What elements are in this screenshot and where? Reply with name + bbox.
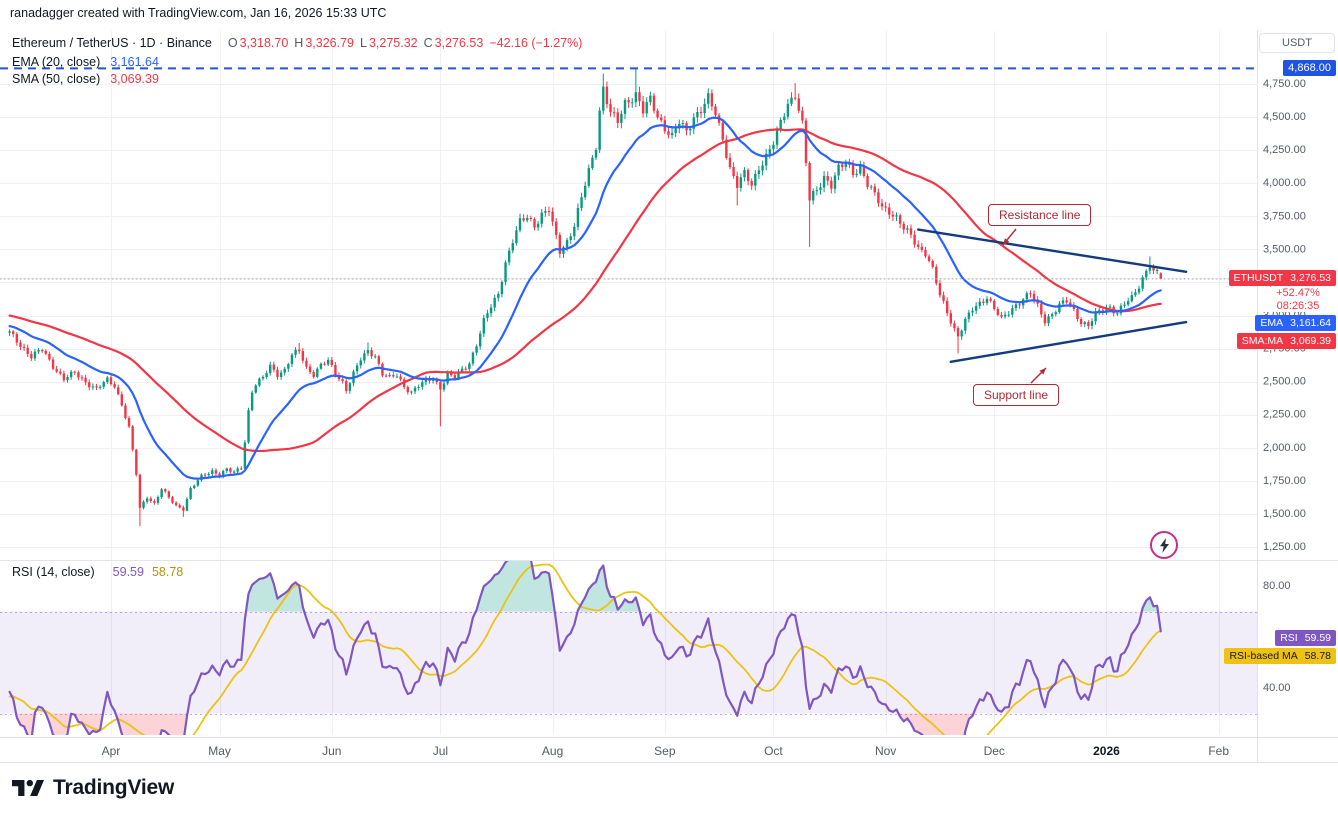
sma-axis-label[interactable]: SMA:MA 3,069.39 [1236, 333, 1336, 349]
rsi-ma-axis-value: 58.78 [1304, 650, 1331, 662]
sma-value: 3,069.39 [110, 72, 159, 86]
symbol-legend[interactable]: Ethereum / TetherUS · 1D · Binance O 3,318… [12, 36, 582, 50]
sma-axis-value: 3,069.39 [1290, 335, 1331, 347]
ema-axis-name: EMA [1260, 317, 1284, 329]
low-label: L [359, 36, 367, 50]
last-price-label[interactable]: ETHUSDT 3,276.53 [1228, 270, 1336, 286]
close-label: C [423, 36, 433, 50]
symbol-title: Ethereum / TetherUS · 1D · Binance [12, 36, 212, 50]
ema-legend[interactable]: EMA (20, close) 3,161.64 [12, 55, 159, 69]
ema-value: 3,161.64 [110, 55, 159, 69]
open-label: O [227, 36, 238, 50]
rsi-ma-axis-name: RSI-based MA [1229, 650, 1298, 662]
last-price-value: 3,276.53 [1290, 272, 1331, 284]
rsi-legend[interactable]: RSI (14, close) 59.59 58.78 [12, 565, 183, 579]
ath-price-label[interactable]: 4,868.00 [1283, 60, 1336, 76]
watermark: ranadagger created with TradingView.com,… [10, 6, 387, 20]
currency-toggle[interactable]: USDT [1259, 33, 1335, 53]
rsi-value: 59.59 [112, 565, 144, 579]
rsi-ma-value: 58.78 [151, 565, 184, 579]
ema-axis-label[interactable]: EMA 3,161.64 [1255, 315, 1336, 331]
sma-label: SMA (50, close) [12, 72, 101, 86]
high-label: H [294, 36, 304, 50]
last-price-symbol: ETHUSDT [1233, 272, 1284, 284]
tradingview-logomark [12, 779, 44, 796]
rsi-axis-name: RSI [1280, 632, 1298, 644]
ema-label: EMA (20, close) [12, 55, 101, 69]
flash-icon[interactable] [1150, 531, 1178, 559]
close-value: 3,276.53 [434, 36, 484, 50]
low-value: 3,275.32 [368, 36, 418, 50]
support-callout[interactable]: Support line [973, 384, 1060, 406]
open-value: 3,318.70 [239, 36, 289, 50]
tradingview-logo[interactable]: TradingView [12, 776, 174, 800]
rsi-label: RSI (14, close) [12, 565, 95, 579]
bar-close-countdown: 08:26:35 [1260, 300, 1336, 312]
high-value: 3,326.79 [305, 36, 354, 50]
sma-axis-name: SMA:MA [1241, 335, 1284, 347]
sma-legend[interactable]: SMA (50, close) 3,069.39 [12, 72, 159, 86]
tradingview-wordmark: TradingView [53, 776, 175, 799]
ema-axis-value: 3,161.64 [1290, 317, 1331, 329]
session-change-percent: +52.47% [1260, 287, 1336, 299]
lightning-bolt-icon [1159, 537, 1169, 553]
rsi-axis-label[interactable]: RSI 59.59 [1275, 630, 1336, 646]
change-value: −42.16 (−1.27%) [489, 36, 583, 50]
rsi-ma-axis-label[interactable]: RSI-based MA 58.78 [1224, 648, 1336, 664]
rsi-axis-value: 59.59 [1304, 632, 1331, 644]
resistance-callout[interactable]: Resistance line [988, 204, 1092, 226]
